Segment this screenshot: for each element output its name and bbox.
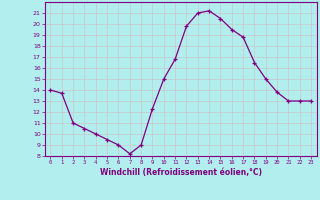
X-axis label: Windchill (Refroidissement éolien,°C): Windchill (Refroidissement éolien,°C) — [100, 168, 262, 177]
